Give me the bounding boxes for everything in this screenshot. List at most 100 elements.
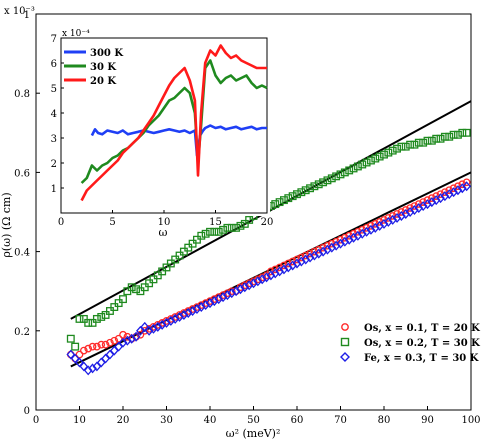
data-point-circle xyxy=(258,273,267,282)
data-point-circle xyxy=(245,279,253,288)
data-point-square xyxy=(66,334,75,343)
data-point-square xyxy=(371,154,380,163)
data-point-square xyxy=(197,231,206,240)
data-point-diamond xyxy=(414,203,424,214)
data-point-square xyxy=(384,148,393,157)
data-point-square xyxy=(171,255,180,264)
data-point-square xyxy=(423,136,432,145)
data-point-square xyxy=(293,190,301,199)
data-point-square xyxy=(106,307,114,315)
data-point-circle xyxy=(106,338,114,347)
data-point-diamond xyxy=(270,268,280,279)
data-point-diamond xyxy=(253,276,263,287)
data-point-diamond xyxy=(66,349,76,360)
data-point-diamond xyxy=(196,302,206,313)
data-point-diamond xyxy=(149,323,158,334)
main-data-markers xyxy=(66,128,472,376)
data-point-circle xyxy=(162,317,171,325)
data-point-circle xyxy=(462,178,471,187)
data-point-square xyxy=(214,227,223,236)
data-point-square xyxy=(319,178,328,187)
data-point-square xyxy=(366,156,375,165)
data-point-square xyxy=(162,263,171,272)
inset-series-line xyxy=(80,44,267,202)
main-y-ticks: 0 0.2 0.4 0.6 0.8 1 xyxy=(14,10,40,417)
data-point-circle xyxy=(110,336,119,345)
data-point-diamond xyxy=(79,361,89,372)
data-point-diamond xyxy=(405,207,415,217)
main-x-ticks: 0 10 20 30 40 50 60 70 80 90 100 xyxy=(33,406,481,426)
data-point-diamond xyxy=(353,230,363,241)
data-point-diamond xyxy=(457,183,467,194)
data-point-square xyxy=(132,285,140,294)
data-point-square xyxy=(462,128,471,137)
data-point-circle xyxy=(193,303,201,311)
main-x-tick-label: 50 xyxy=(247,415,260,426)
main-plot: 0 10 20 30 40 50 60 70 80 90 100 00.20.40.60.81 x … xyxy=(0,6,481,440)
data-point-circle xyxy=(206,297,214,305)
data-point-square xyxy=(336,170,345,179)
data-point-square xyxy=(192,235,201,244)
data-point-square xyxy=(375,152,384,161)
data-point-square xyxy=(284,194,293,203)
data-point-circle xyxy=(167,315,175,323)
data-point-diamond xyxy=(397,210,406,221)
data-point-diamond xyxy=(266,270,276,281)
inset-x-ticks: 0 5 10 15 20 xyxy=(58,210,273,228)
data-point-diamond xyxy=(75,357,84,368)
inset-x-tick-label: 15 xyxy=(209,217,222,228)
data-point-diamond xyxy=(262,272,271,283)
data-point-diamond xyxy=(231,286,241,297)
data-point-diamond xyxy=(449,187,458,198)
data-point-square xyxy=(188,239,197,248)
data-point-circle xyxy=(140,326,149,335)
main-x-tick-label: 20 xyxy=(117,415,130,426)
data-point-square xyxy=(153,271,162,280)
legend-label-fe-03: Fe, x = 0.3, T = 30 K xyxy=(364,353,479,364)
data-point-diamond xyxy=(175,311,184,322)
data-point-circle xyxy=(149,322,158,331)
data-point-diamond xyxy=(440,191,450,202)
data-point-square xyxy=(71,342,80,351)
data-point-square xyxy=(110,303,119,311)
data-point-square xyxy=(427,136,436,145)
data-point-square xyxy=(101,311,110,319)
inset-y-tick-label: 2 xyxy=(51,159,57,170)
data-point-square xyxy=(227,223,236,232)
data-point-square xyxy=(393,144,401,153)
data-point-square xyxy=(436,134,445,143)
data-point-square xyxy=(458,128,467,137)
inset-series-line xyxy=(80,59,268,184)
data-point-square xyxy=(158,267,167,276)
data-point-diamond xyxy=(370,222,380,233)
legend-label-os-02: Os, x = 0.2, T = 30 K xyxy=(364,338,480,349)
data-point-diamond xyxy=(379,218,389,229)
linear-fit-line xyxy=(70,100,472,320)
data-point-square xyxy=(327,174,336,183)
data-point-square xyxy=(301,186,310,195)
main-x-axis-label: ω² (meV)² xyxy=(226,427,281,440)
data-point-square xyxy=(297,188,306,197)
data-point-diamond xyxy=(340,236,350,247)
data-point-square xyxy=(349,164,358,173)
data-point-square xyxy=(88,318,97,327)
legend-marker-square xyxy=(340,337,350,347)
data-point-diamond xyxy=(288,260,298,271)
data-point-square xyxy=(453,130,462,139)
data-point-diamond xyxy=(283,262,293,273)
main-x-tick-label: 0 xyxy=(33,415,39,426)
main-x-tick-label: 30 xyxy=(160,415,173,426)
data-point-circle xyxy=(80,346,88,355)
data-point-diamond xyxy=(244,280,254,291)
data-point-circle xyxy=(240,281,249,290)
data-point-diamond xyxy=(431,195,441,206)
inset-data-lines xyxy=(80,44,268,202)
data-point-square xyxy=(123,287,132,296)
data-point-diamond xyxy=(166,315,176,326)
main-y-tick-label: 0.6 xyxy=(14,168,30,179)
inset-x-tick-label: 10 xyxy=(158,217,171,228)
data-point-square xyxy=(323,176,332,185)
inset-legend: 300 K 30 K 20 K xyxy=(64,48,123,87)
data-point-diamond xyxy=(296,256,306,267)
data-point-square xyxy=(219,225,227,234)
